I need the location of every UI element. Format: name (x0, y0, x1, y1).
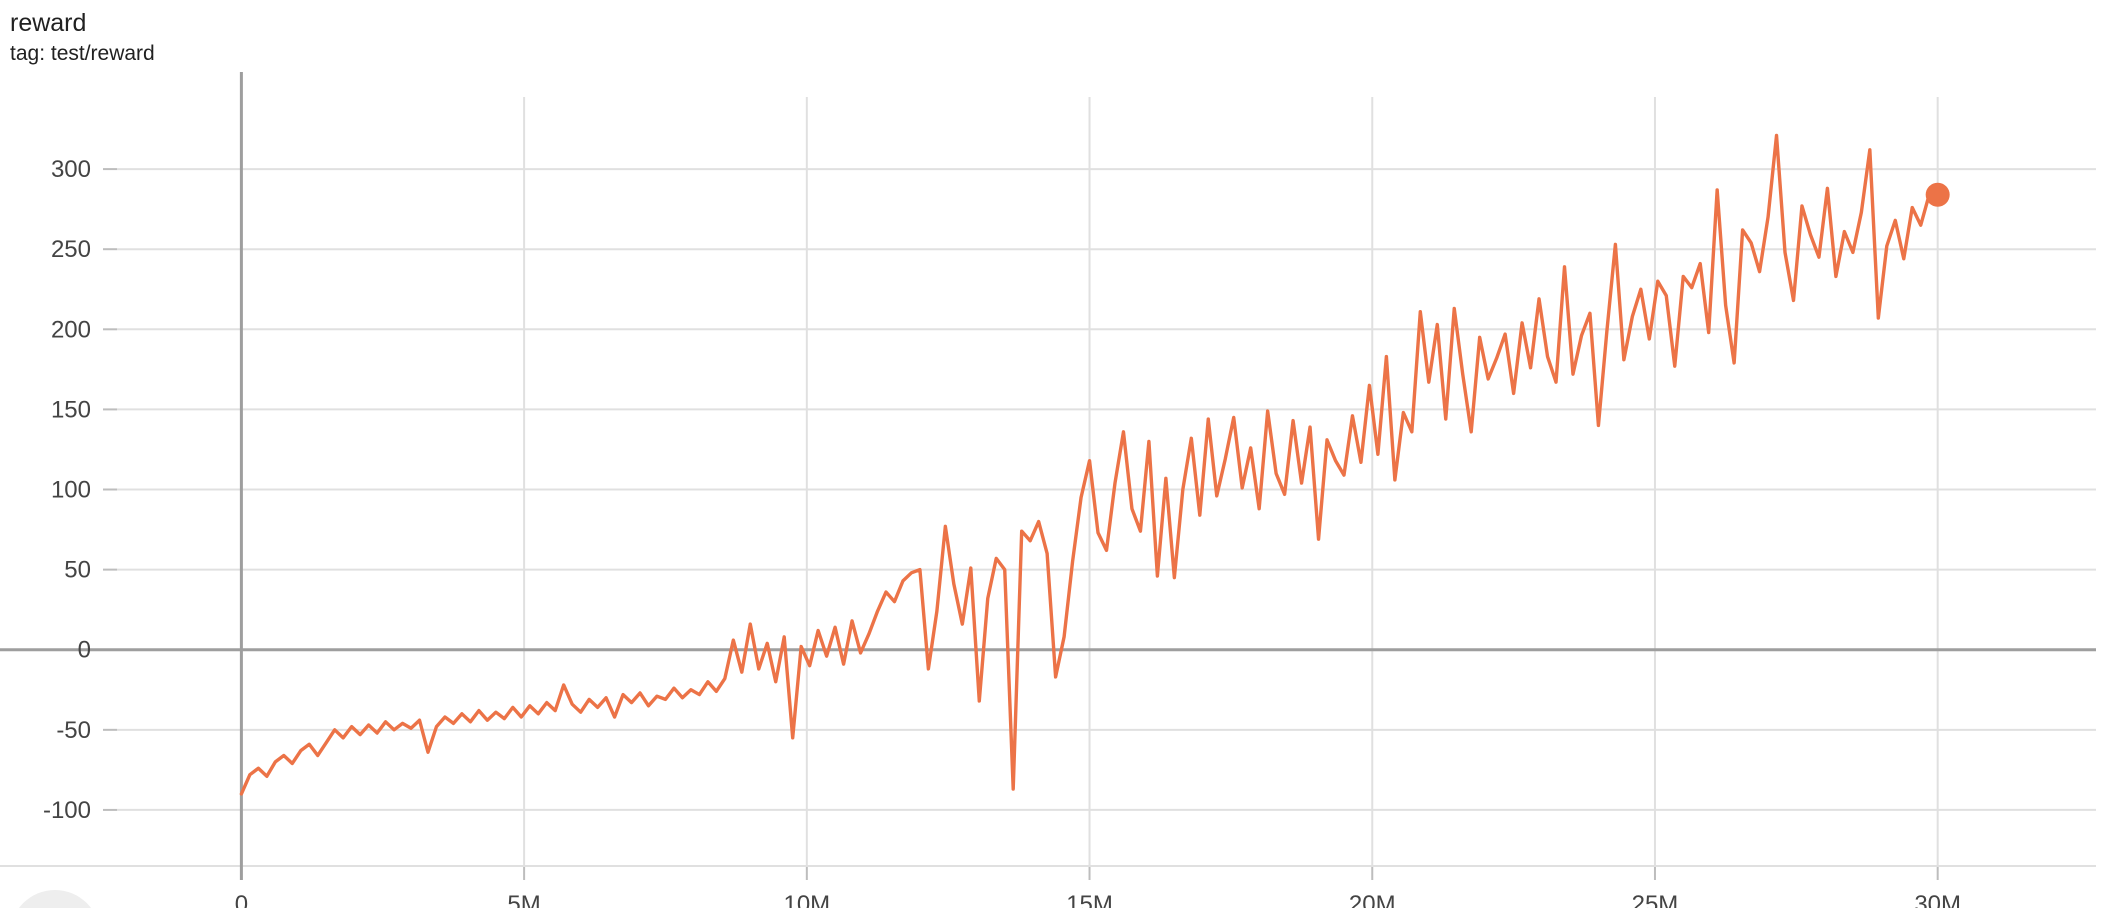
y-tick-label: 150 (51, 396, 91, 423)
x-tick-label: 0 (235, 891, 248, 908)
chart-tag-label: tag: test/reward (10, 42, 155, 66)
y-tick-label: -100 (43, 797, 91, 824)
y-axis-tick-labels: 300 250 200 150 100 50 0 -50 -100 (43, 156, 91, 824)
corner-blob-decoration (19, 890, 91, 908)
page-title: reward (10, 9, 87, 37)
y-tick-label: 300 (51, 156, 91, 183)
axis-layer (0, 72, 2096, 880)
y-tick-label: 200 (51, 316, 91, 343)
grid-layer (0, 97, 2096, 880)
x-tick-label: 30M (1914, 891, 1961, 908)
x-tick-label: 25M (1632, 891, 1679, 908)
y-tick-label: 50 (64, 557, 91, 584)
x-tick-label: 15M (1066, 891, 1113, 908)
chart-header: reward tag: test/reward (10, 8, 155, 68)
series-layer (239, 133, 1931, 796)
y-tick-label: 0 (78, 637, 91, 664)
x-tick-label: 20M (1349, 891, 1396, 908)
endpoint-marker[interactable] (1925, 182, 1950, 207)
x-tick-label: 5M (507, 891, 540, 908)
y-tick-label: -50 (56, 717, 91, 744)
series-line-test-reward (239, 133, 1931, 796)
x-axis-tick-labels: 0 5M 10M 15M 20M 25M 30M (235, 891, 1961, 908)
series-endpoint-dot[interactable] (1925, 182, 1950, 207)
y-tick-label: 250 (51, 236, 91, 263)
y-tick-label: 100 (51, 477, 91, 504)
x-tick-label: 10M (783, 891, 830, 908)
